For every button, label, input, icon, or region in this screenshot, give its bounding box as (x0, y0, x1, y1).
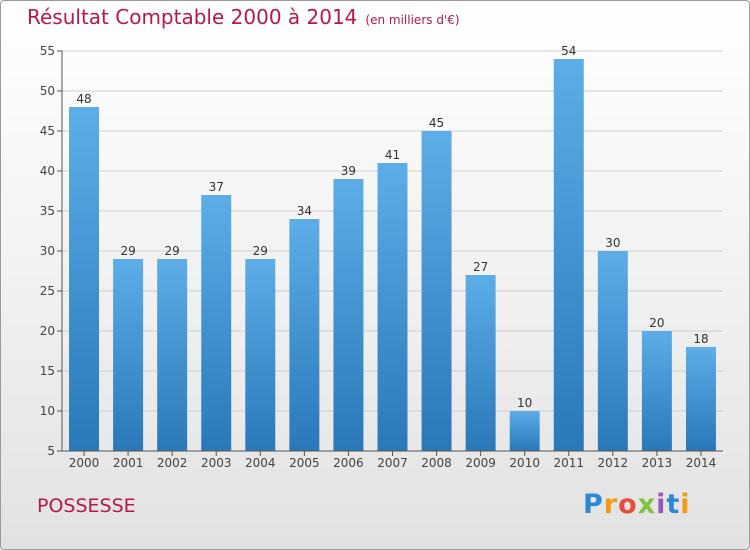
bar (465, 275, 496, 451)
data-label: 34 (297, 204, 312, 218)
logo-letter: P (583, 489, 604, 520)
data-label: 45 (429, 116, 444, 130)
x-tick-label: 2006 (333, 456, 364, 470)
x-tick-label: 2013 (642, 456, 673, 470)
data-label: 27 (473, 260, 488, 274)
bar (113, 259, 144, 451)
x-tick-label: 2014 (686, 456, 717, 470)
x-tick-label: 2002 (157, 456, 188, 470)
logo-letter: t (666, 489, 681, 520)
bar (289, 219, 320, 451)
chart-subtitle: (en milliers d'€) (365, 13, 460, 27)
data-label: 18 (693, 332, 708, 346)
axes: 5 10 15 20 25 30 35 40 45 50 55 2000 2001 2002 2003 200… (40, 44, 723, 470)
bar (201, 195, 232, 451)
x-tick-label: 2005 (289, 456, 320, 470)
y-tick-label: 35 (40, 204, 55, 218)
data-label: 41 (385, 148, 400, 162)
data-label: 29 (120, 244, 135, 258)
bar (597, 251, 628, 451)
y-tick-label: 40 (40, 164, 55, 178)
bar (69, 107, 100, 451)
data-label: 37 (209, 180, 224, 194)
x-tick-label: 2004 (245, 456, 276, 470)
logo-letter: r (603, 489, 619, 520)
y-tick-label: 15 (40, 364, 55, 378)
x-tick-label: 2012 (598, 456, 629, 470)
y-tick-label: 50 (40, 84, 55, 98)
x-tick-label: 2007 (377, 456, 408, 470)
bar (553, 59, 584, 451)
y-tick-label: 25 (40, 284, 55, 298)
data-label: 39 (341, 164, 356, 178)
data-label: 20 (649, 316, 664, 330)
x-tick-label: 2008 (421, 456, 452, 470)
x-tick-label: 2009 (465, 456, 496, 470)
logo-letter: x (637, 489, 657, 520)
bar (685, 347, 716, 451)
x-tick-label: 2000 (69, 456, 100, 470)
y-tick-label: 20 (40, 324, 55, 338)
x-tick-label: 2001 (113, 456, 144, 470)
y-tick-label: 30 (40, 244, 55, 258)
bar (421, 131, 452, 451)
x-tick-label: 2003 (201, 456, 232, 470)
data-label: 48 (76, 92, 91, 106)
bar (509, 411, 540, 451)
y-tick-label: 45 (40, 124, 55, 138)
bar (333, 179, 364, 451)
logo-letter: i (656, 489, 667, 520)
bar (157, 259, 188, 451)
y-tick-label: 55 (40, 44, 55, 58)
bar (641, 331, 672, 451)
town-name: POSSESSE (37, 495, 136, 517)
data-label: 29 (253, 244, 268, 258)
chart-title: Résultat Comptable 2000 à 2014 (en millie… (27, 5, 460, 29)
logo-letter: i (680, 489, 691, 520)
y-tick-label: 5 (47, 444, 55, 458)
y-tick-label: 10 (40, 404, 55, 418)
data-label: 10 (517, 396, 532, 410)
proxiti-logo: Proxiti (583, 489, 691, 520)
bars: 48 29 29 37 29 34 39 41 45 27 10 54 30 20 18 (69, 44, 716, 451)
x-tick-label: 2010 (509, 456, 540, 470)
data-label: 54 (561, 44, 576, 58)
logo-letter: o (618, 489, 638, 520)
data-label: 30 (605, 236, 620, 250)
bar (377, 163, 408, 451)
data-label: 29 (165, 244, 180, 258)
bar (245, 259, 276, 451)
x-tick-label: 2011 (553, 456, 584, 470)
